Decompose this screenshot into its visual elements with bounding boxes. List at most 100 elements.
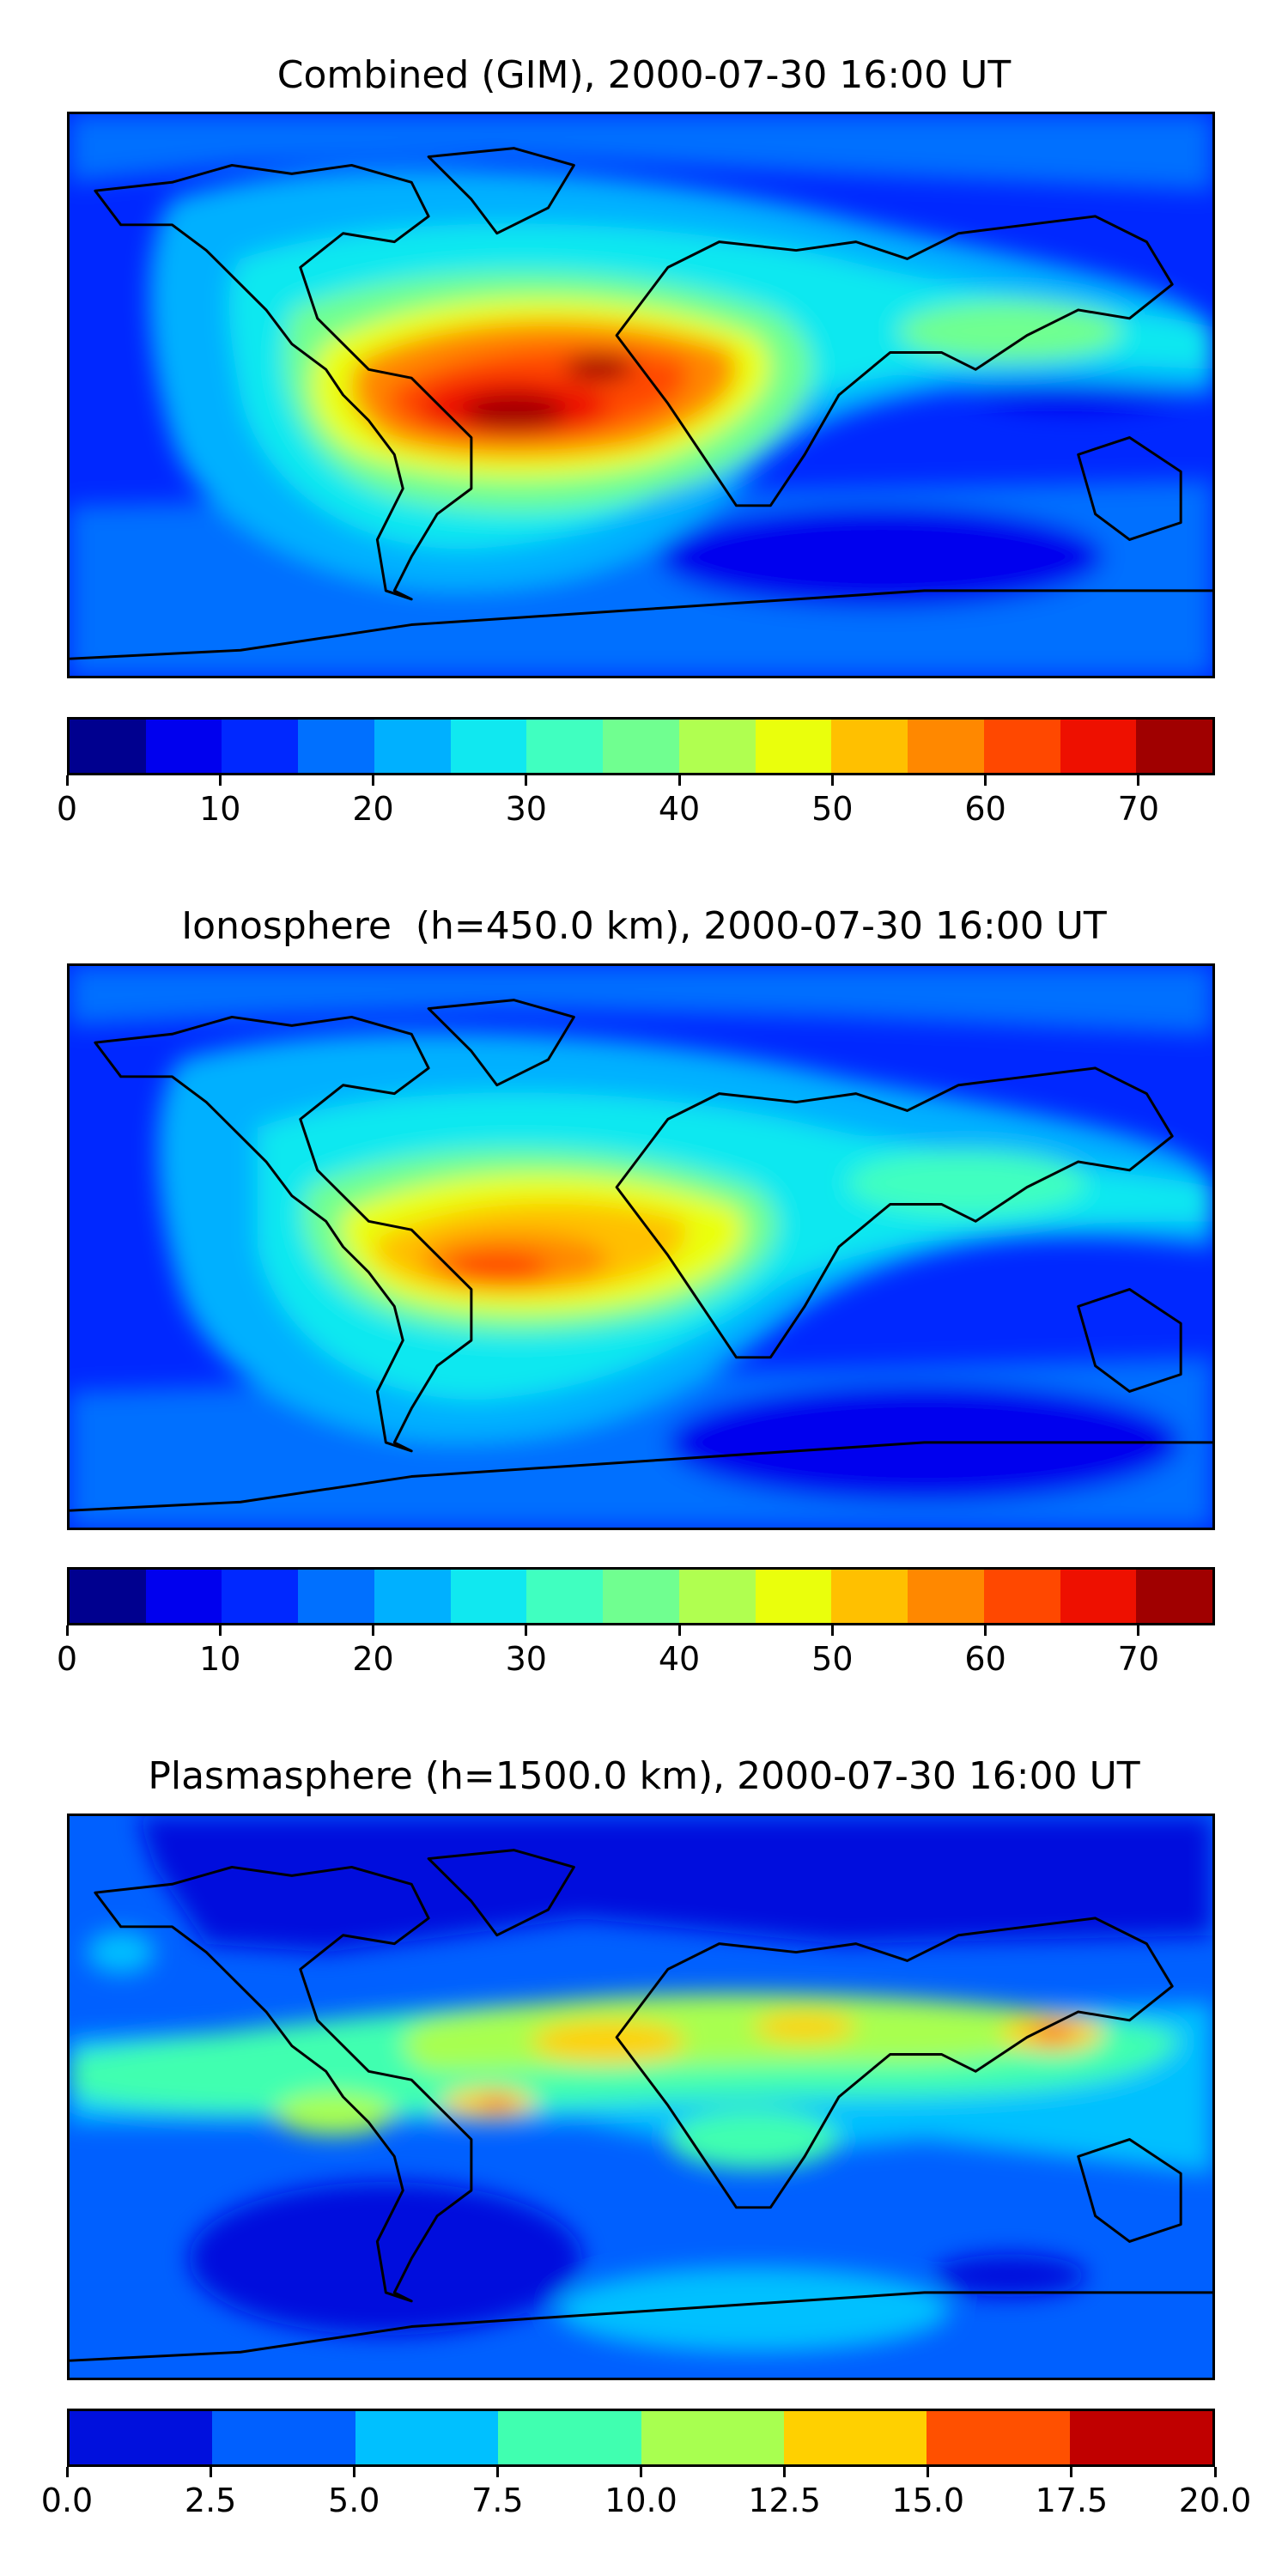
tick-label: 60 [964, 790, 1006, 828]
tick-label: 12.5 [748, 2482, 821, 2519]
panel-2-map [67, 963, 1215, 1530]
colorbar-segment [603, 1570, 679, 1623]
tick-label: 0 [56, 1640, 78, 1678]
panel-1-map [67, 112, 1215, 678]
panel-1-title: Combined (GIM), 2000-07-30 16:00 UT [276, 53, 1012, 97]
tick-mark [830, 1625, 834, 1636]
tick-mark [677, 1625, 681, 1636]
panel-3-title: Plasmasphere (h=1500.0 km), 2000-07-30 1… [148, 1754, 1140, 1798]
tick-mark [65, 1625, 69, 1636]
tick-mark [984, 1625, 987, 1636]
tick-label: 2.5 [184, 2482, 237, 2519]
tick-label: 30 [505, 790, 547, 828]
colorbar-segment [755, 1570, 832, 1623]
colorbar-segment [498, 2411, 641, 2464]
tick-mark [209, 2467, 212, 2477]
tick-mark [783, 2467, 787, 2477]
tick-mark [65, 2467, 69, 2477]
panel-3-colorbar [67, 2409, 1215, 2467]
tick-mark [352, 2467, 355, 2477]
colorbar-segment [145, 1570, 222, 1623]
panel-1-colorbar [67, 717, 1215, 775]
colorbar-segment [1060, 720, 1137, 773]
tick-label: 0.0 [40, 2482, 94, 2519]
colorbar-segment [755, 720, 832, 773]
tick-label: 40 [658, 1640, 701, 1678]
panel-3-map [67, 1814, 1215, 2380]
colorbar-segment [374, 720, 451, 773]
tick-label: 40 [658, 790, 701, 828]
colorbar-segment [526, 720, 604, 773]
colorbar-segment [641, 2411, 784, 2464]
tick-label: 10 [199, 1640, 241, 1678]
colorbar-segment [603, 720, 679, 773]
tick-mark [525, 775, 528, 786]
tick-label: 7.5 [471, 2482, 524, 2519]
colorbar-segment [374, 1570, 451, 1623]
colorbar-segment [222, 1570, 299, 1623]
tick-mark [218, 1625, 222, 1636]
colorbar-segment [212, 2411, 355, 2464]
colorbar-segment [1069, 2411, 1212, 2464]
colorbar-segment [450, 720, 527, 773]
colorbar-segment [983, 720, 1060, 773]
tick-mark [1137, 1625, 1140, 1636]
tick-label: 20.0 [1178, 2482, 1252, 2519]
tick-label: 70 [1117, 1640, 1160, 1678]
colorbar-segment [450, 1570, 527, 1623]
tick-label: 15.0 [891, 2482, 965, 2519]
colorbar-segment [70, 2411, 213, 2464]
tick-label: 0 [56, 790, 78, 828]
tick-label: 30 [505, 1640, 547, 1678]
colorbar-segment [1136, 720, 1213, 773]
colorbar-segment [927, 2411, 1070, 2464]
colorbar-segment [783, 2411, 927, 2464]
panel-2-colorbar-ticks: 0 10 20 30 40 50 60 70 [57, 1625, 1215, 1678]
colorbar-segment [831, 1570, 908, 1623]
colorbar-segment [908, 720, 984, 773]
colorbar-segment [70, 720, 146, 773]
tick-mark [525, 1625, 528, 1636]
tick-mark [677, 775, 681, 786]
colorbar-segment [908, 1570, 984, 1623]
tick-mark [65, 775, 69, 786]
tick-label: 50 [811, 790, 854, 828]
tick-label: 20 [352, 790, 394, 828]
tick-mark [1137, 775, 1140, 786]
colorbar-segment [678, 720, 756, 773]
tick-mark [1070, 2467, 1073, 2477]
panel-2-title: Ionosphere (h=450.0 km), 2000-07-30 16:0… [181, 904, 1107, 948]
colorbar-segment [1136, 1570, 1213, 1623]
tick-mark [218, 775, 222, 786]
tick-mark [984, 775, 987, 786]
tick-mark [927, 2467, 930, 2477]
tick-label: 10.0 [605, 2482, 677, 2519]
tick-mark [372, 1625, 375, 1636]
colorbar-segment [355, 2411, 499, 2464]
tick-mark [640, 2467, 642, 2477]
tick-mark [1213, 2467, 1217, 2477]
tick-label: 60 [964, 1640, 1006, 1678]
colorbar-segment [298, 1570, 374, 1623]
panel-3-colorbar-ticks: 0.0 2.5 5.0 7.5 10.0 12.5 15.0 17.5 20.0 [41, 2467, 1251, 2519]
tick-mark [372, 775, 375, 786]
colorbar-segment [678, 1570, 756, 1623]
tick-label: 17.5 [1035, 2482, 1109, 2519]
colorbar-segment [983, 1570, 1060, 1623]
tick-label: 5.0 [328, 2482, 380, 2519]
colorbar-segment [222, 720, 299, 773]
colorbar-segment [298, 720, 374, 773]
tick-mark [830, 775, 834, 786]
colorbar-segment [70, 1570, 146, 1623]
colorbar-segment [1060, 1570, 1137, 1623]
colorbar-segment [526, 1570, 604, 1623]
tick-mark [495, 2467, 499, 2477]
colorbar-segment [145, 720, 222, 773]
tick-label: 10 [199, 790, 241, 828]
panel-2-colorbar [67, 1567, 1215, 1625]
colorbar-segment [831, 720, 908, 773]
panel-1-colorbar-ticks: 0 10 20 30 40 50 60 70 [57, 775, 1215, 828]
tick-label: 20 [352, 1640, 394, 1678]
tick-label: 50 [811, 1640, 854, 1678]
tick-label: 70 [1117, 790, 1160, 828]
